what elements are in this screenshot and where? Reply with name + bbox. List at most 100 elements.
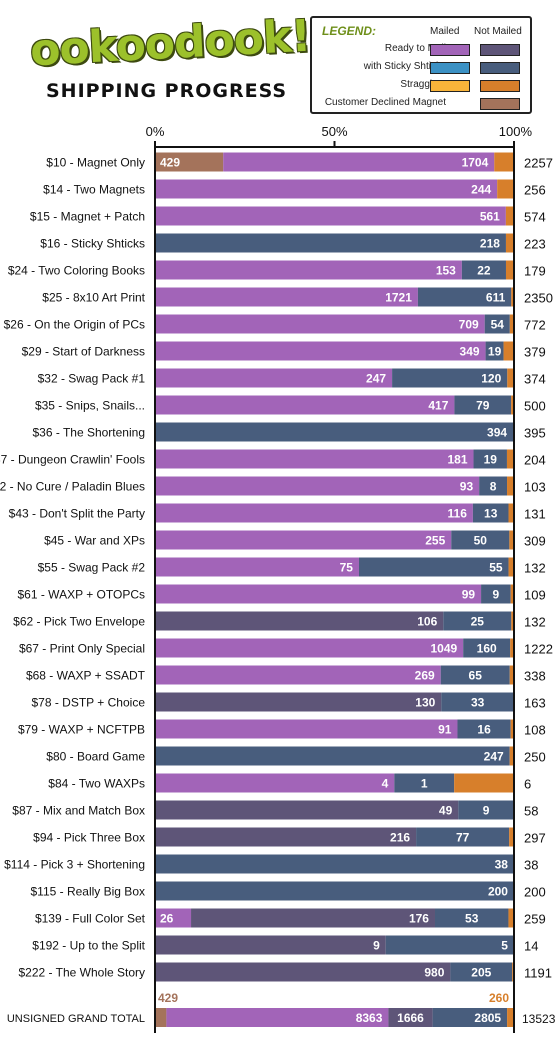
- bar-segment: [511, 395, 514, 415]
- row-label: $192 - Up to the Split: [32, 939, 145, 953]
- bar-value-label: 4: [382, 777, 389, 791]
- bar-value-label: 709: [459, 318, 479, 332]
- bar-segment: [508, 908, 514, 928]
- legend-row-sticky: with Sticky Shticks: [312, 60, 530, 76]
- bar-segment: [503, 341, 514, 361]
- bar-value-label: 980: [424, 966, 444, 980]
- bar-value-label: 91: [438, 723, 452, 737]
- bar-segment: [509, 530, 514, 550]
- bar-value-label: 93: [460, 480, 474, 494]
- grand-total-stragglers-count: 260: [489, 991, 509, 1005]
- bar-value-label: 13: [484, 507, 498, 521]
- bar-segment: [509, 827, 514, 847]
- bar-segment: [155, 692, 442, 712]
- bar-segment: [155, 908, 192, 928]
- bar-value-label: 26: [160, 912, 174, 926]
- bar-segment: [417, 287, 512, 307]
- row-label: $68 - WAXP + SSADT: [26, 669, 146, 683]
- bar-value-label: 417: [428, 399, 448, 413]
- row-total: 108: [524, 723, 546, 738]
- bar-value-label: 218: [480, 237, 500, 251]
- legend-label-sticky: with Sticky Shticks: [363, 61, 446, 72]
- bar-row: $43 - Don't Split the Party 116 13 131: [9, 503, 546, 523]
- bar-row: $78 - DSTP + Choice 130 33 163: [31, 692, 546, 712]
- row-total: 574: [524, 210, 546, 225]
- bar-segment: [155, 314, 485, 334]
- row-total: 6: [524, 777, 531, 792]
- bar-row: $139 - Full Color Set 26 176 53 259: [35, 908, 546, 928]
- bar-row: $45 - War and XPs 255 50 309: [44, 530, 546, 550]
- legend-swatch-ready-not-mailed: [480, 44, 520, 56]
- bar-value-label: 8: [490, 480, 497, 494]
- bar-value-label: 50: [474, 534, 488, 548]
- bar-segment: [385, 935, 514, 955]
- row-label: $42 - No Cure / Paladin Blues: [0, 480, 145, 494]
- legend-label-declined: Customer Declined Magnet: [324, 97, 446, 108]
- bar-row: $114 - Pick 3 + Shortening 38 38: [4, 854, 538, 874]
- bar-segment: [155, 179, 498, 199]
- row-total: 132: [524, 615, 546, 630]
- bar-row: $87 - Mix and Match Box 49 9 58: [12, 800, 538, 820]
- bar-row: $37 - Dungeon Crawlin' Fools 181 19 204: [0, 449, 546, 469]
- bar-segment: [434, 908, 509, 928]
- row-label: $80 - Board Game: [46, 750, 145, 764]
- bar-segment: [155, 503, 473, 523]
- grand-total-label: UNSIGNED GRAND TOTAL: [7, 1013, 145, 1025]
- bar-value-label: 1666: [397, 1011, 424, 1025]
- bar-segment: [494, 152, 514, 172]
- bar-value-label: 38: [495, 858, 509, 872]
- row-total: 256: [524, 183, 546, 198]
- bar-value-label: 130: [415, 696, 435, 710]
- bar-segment: [155, 881, 514, 901]
- row-label: $45 - War and XPs: [44, 534, 145, 548]
- legend-row-declined: Customer Declined Magnet: [312, 96, 530, 112]
- bar-segment: [155, 422, 514, 442]
- row-label: $139 - Full Color Set: [35, 912, 146, 926]
- bar-value-label: 75: [340, 561, 354, 575]
- bar-segment: [155, 800, 459, 820]
- bar-value-label: 200: [488, 885, 508, 899]
- bar-value-label: 22: [477, 264, 491, 278]
- bar-row: $16 - Sticky Shticks 218 223: [40, 233, 546, 253]
- bar-segment: [155, 962, 451, 982]
- row-total: 395: [524, 426, 546, 441]
- bar-value-label: 247: [366, 372, 386, 386]
- bar-segment: [155, 530, 452, 550]
- bar-value-label: 561: [480, 210, 500, 224]
- bar-segment: [155, 611, 444, 631]
- bar-value-label: 54: [491, 318, 505, 332]
- bar-segment: [155, 395, 455, 415]
- bar-segment: [481, 584, 511, 604]
- bar-value-label: 9: [493, 588, 500, 602]
- row-label: $115 - Really Big Box: [30, 885, 145, 899]
- bar-segment: [191, 908, 435, 928]
- row-total: 109: [524, 588, 546, 603]
- row-label: $94 - Pick Three Box: [33, 831, 145, 845]
- bar-row: $222 - The Whole Story 980 205 1191: [18, 962, 552, 982]
- bar-segment: [394, 773, 455, 793]
- grand-total-value: 13523: [522, 1012, 556, 1026]
- bar-value-label: 269: [415, 669, 435, 683]
- row-label: $16 - Sticky Shticks: [40, 237, 145, 251]
- bar-row: $24 - Two Coloring Books 153 22 179: [8, 260, 546, 280]
- row-label: $114 - Pick 3 + Shortening: [4, 858, 145, 872]
- legend-label-stragglers: Stragglers: [400, 79, 446, 90]
- row-total: 200: [524, 885, 546, 900]
- bar-segment: [505, 206, 514, 226]
- bar-segment: [440, 665, 510, 685]
- legend: LEGEND: Mailed Not Mailed Ready to Mail …: [310, 16, 532, 114]
- row-total: 259: [524, 912, 546, 927]
- grand-total-declined-count: 429: [158, 991, 178, 1005]
- bar-segment: [432, 1008, 508, 1027]
- bar-value-label: 53: [465, 912, 479, 926]
- bar-segment: [454, 395, 512, 415]
- bar-value-label: 77: [456, 831, 470, 845]
- bar-segment: [450, 962, 513, 982]
- row-label: $24 - Two Coloring Books: [8, 264, 145, 278]
- bar-segment: [155, 746, 510, 766]
- bar-value-label: 611: [486, 291, 506, 305]
- row-label: $29 - Start of Darkness: [22, 345, 145, 359]
- row-label: $32 - Swag Pack #1: [38, 372, 146, 386]
- bar-segment: [510, 719, 514, 739]
